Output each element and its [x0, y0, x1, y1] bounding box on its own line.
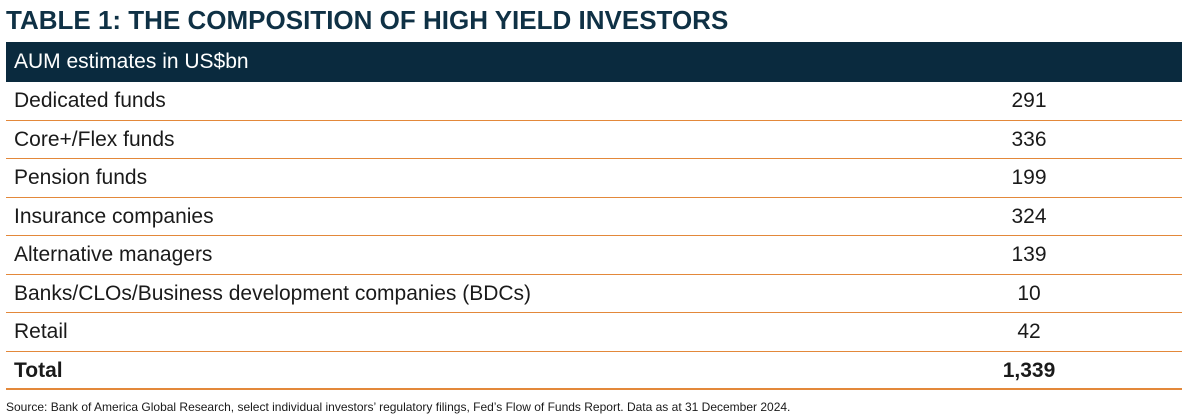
row-value: 139	[1011, 243, 1047, 266]
table-row: Alternative managers 139	[6, 236, 1182, 275]
total-row: Total 1,339	[6, 352, 1182, 390]
total-value: 1,339	[1002, 358, 1056, 382]
table-row: Core+/Flex funds 336	[6, 121, 1182, 159]
row-value: 336	[1011, 127, 1047, 151]
aum-table: AUM estimates in US$bn Dedicated funds 2…	[6, 42, 1182, 390]
row-value: 291	[1011, 89, 1047, 112]
row-value: 10	[1017, 281, 1041, 305]
row-value: 42	[1017, 320, 1041, 343]
table-row: Insurance companies 324	[6, 198, 1182, 236]
row-value: 324	[1011, 204, 1047, 228]
table-row: Retail 42	[6, 313, 1182, 352]
row-label: Retail	[14, 320, 68, 343]
row-label: Insurance companies	[14, 204, 214, 228]
row-label: Pension funds	[14, 166, 148, 189]
row-value: 199	[1011, 166, 1047, 189]
row-label: Alternative managers	[14, 243, 213, 266]
row-label: Dedicated funds	[14, 89, 166, 112]
table-row: Banks/CLOs/Business development companie…	[6, 275, 1182, 313]
total-label: Total	[14, 358, 63, 382]
row-label: Banks/CLOs/Business development companie…	[14, 281, 532, 305]
row-label: Core+/Flex funds	[14, 127, 175, 151]
table-row: Dedicated funds 291	[6, 82, 1182, 121]
table-row: Pension funds 199	[6, 159, 1182, 198]
table-title: TABLE 1: THE COMPOSITION OF HIGH YIELD I…	[6, 5, 729, 35]
source-note: Source: Bank of America Global Research,…	[6, 400, 791, 414]
table-header: AUM estimates in US$bn	[6, 42, 1182, 82]
